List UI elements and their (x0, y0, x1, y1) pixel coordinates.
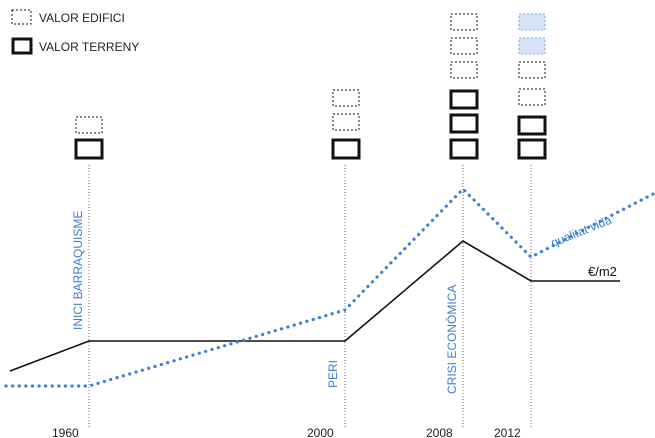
legend: VALOR EDIFICI VALOR TERRENY (11, 9, 139, 55)
year-label-1960: 1960 (52, 426, 79, 438)
land-box (517, 138, 547, 160)
stack-2012 (517, 13, 547, 160)
event-label-crisi: CRISI ECONÒMICA (444, 285, 459, 394)
quality-curve (4, 186, 655, 388)
land-box (74, 138, 104, 160)
building-box (518, 61, 546, 79)
building-box (450, 37, 478, 55)
legend-land-swatch (11, 37, 33, 55)
legend-building-label: VALOR EDIFICI (39, 11, 125, 25)
land-box (449, 138, 479, 160)
quality-curve-label: qualitat vida (549, 213, 614, 250)
building-box (450, 61, 478, 79)
year-label-2000: 2000 (307, 426, 334, 438)
year-labels: 1960 2000 2008 2012 (52, 426, 521, 438)
building-box (75, 116, 103, 134)
stack-2000 (331, 89, 361, 160)
land-box (449, 113, 479, 134)
year-label-2012: 2012 (494, 426, 521, 438)
stack-1960 (74, 116, 104, 160)
price-curve (9, 240, 620, 372)
legend-building-swatch (11, 9, 32, 25)
year-guides (88, 165, 532, 428)
building-box (518, 88, 546, 106)
building-box (332, 89, 360, 107)
legend-land-label: VALOR TERRENY (39, 40, 139, 54)
event-label-peri: PERI (326, 360, 340, 388)
price-curve-label: €/m2 (588, 264, 617, 279)
land-box (517, 115, 547, 136)
event-label-barraquisme: INICI BARRAQUISME (71, 211, 85, 330)
land-box (449, 89, 479, 110)
building-box-highlighted (518, 37, 546, 55)
building-box (332, 113, 360, 131)
land-box (331, 138, 361, 160)
stack-2008 (449, 13, 479, 160)
building-box-highlighted (518, 13, 546, 31)
building-box (450, 13, 478, 31)
year-label-2008: 2008 (426, 426, 453, 438)
